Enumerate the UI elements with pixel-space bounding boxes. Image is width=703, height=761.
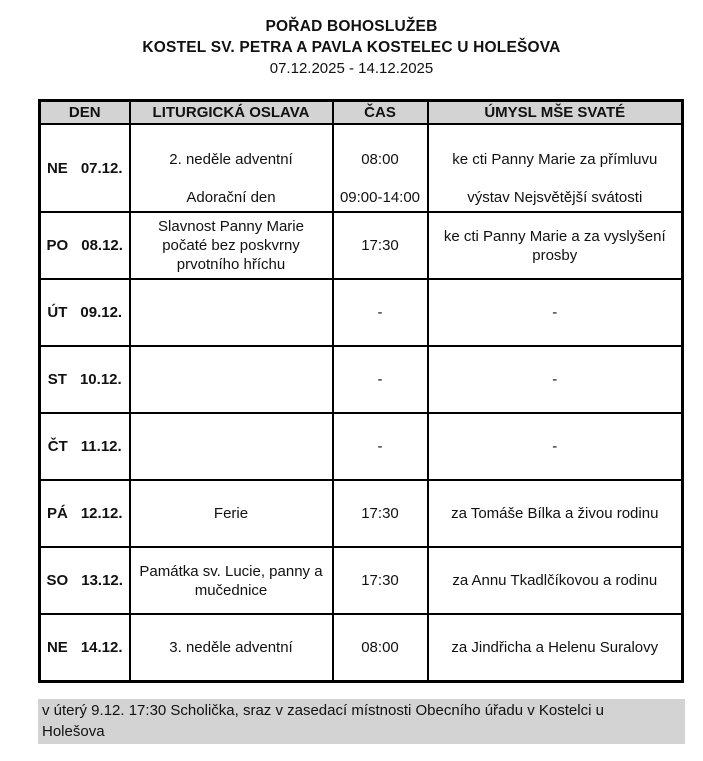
day-cell: PÁ 12.12. — [38, 479, 131, 548]
celebration-cell: Ferie — [128, 479, 334, 548]
footer-note-line: v úterý 9.12. 17:30 Scholička, sraz v za… — [42, 702, 604, 719]
intention-entry: výstav Nejsvětější svátosti — [467, 189, 643, 206]
table-row: NE 14.12. 3. neděle adventní 08:00 za Jin… — [38, 613, 684, 682]
celebration-cell — [128, 412, 334, 481]
day-date: 12.12. — [80, 505, 123, 522]
time-cell: 08:00 09:00-14:00 — [331, 123, 429, 213]
table-row: NE 07.12. 2. neděle adventní Adorační den… — [38, 123, 684, 213]
celebration-cell — [128, 345, 334, 414]
day-cell: PO 08.12. — [38, 211, 131, 280]
column-header-day: DEN — [38, 99, 131, 125]
day-date: 13.12. — [81, 572, 123, 589]
day-date: 08.12. — [81, 237, 123, 254]
intention-cell: ke cti Panny Marie a za vyslyšení prosby — [426, 211, 684, 280]
celebration-cell: Památka sv. Lucie, panny a mučednice — [128, 546, 334, 615]
celebration-cell: 2. neděle adventní Adorační den — [128, 123, 334, 213]
page-title: POŘAD BOHOSLUŽEB — [265, 18, 438, 35]
intention-cell: ke cti Panny Marie za přímluvu výstav Ne… — [426, 123, 684, 213]
column-header-intention: ÚMYSL MŠE SVATÉ — [426, 99, 684, 125]
page-subtitle: KOSTEL SV. PETRA A PAVLA KOSTELEC U HOLE… — [142, 39, 561, 56]
time-entry: 08:00 — [361, 151, 399, 168]
table-row: PO 08.12. Slavnost Panny Marie počaté bez… — [38, 211, 684, 280]
day-abbr: ÚT — [47, 304, 68, 321]
celebration-entry: 2. neděle adventní — [169, 151, 293, 168]
celebration-cell: 3. neděle adventní — [128, 613, 334, 682]
time-cell: 17:30 — [331, 211, 429, 280]
time-cell: - — [331, 278, 429, 347]
day-cell: ÚT 09.12. — [38, 278, 131, 347]
day-cell: NE 14.12. — [38, 613, 131, 682]
footer-note: v úterý 9.12. 17:30 Scholička, sraz v za… — [38, 699, 685, 744]
day-abbr: NE — [46, 159, 68, 177]
day-abbr: ST — [47, 371, 67, 388]
day-abbr: PÁ — [46, 505, 68, 522]
time-cell: 08:00 — [331, 613, 429, 682]
day-cell: NE 07.12. — [38, 123, 131, 213]
time-cell: 17:30 — [331, 546, 429, 615]
day-date: 07.12. — [80, 159, 123, 177]
document-header: POŘAD BOHOSLUŽEB KOSTEL SV. PETRA A PAVL… — [0, 16, 703, 79]
time-cell: 17:30 — [331, 479, 429, 548]
intention-cell: za Annu Tkadlčíkovou a rodinu — [426, 546, 684, 615]
day-date: 10.12. — [79, 371, 122, 388]
time-entry: 09:00-14:00 — [339, 189, 421, 206]
celebration-cell: Slavnost Panny Marie počaté bez poskvrny… — [128, 211, 334, 280]
day-abbr: SO — [46, 572, 69, 589]
day-abbr: ČT — [47, 438, 68, 455]
day-date: 09.12. — [80, 304, 123, 321]
day-cell: ST 10.12. — [38, 345, 131, 414]
table-row: ČT 11.12. - - — [38, 412, 684, 481]
date-range: 07.12.2025 - 14.12.2025 — [269, 60, 434, 77]
column-header-celebration: LITURGICKÁ OSLAVA — [128, 99, 334, 125]
day-cell: ČT 11.12. — [38, 412, 131, 481]
celebration-entry: Adorační den — [186, 189, 276, 206]
intention-cell: - — [426, 345, 684, 414]
day-abbr: PO — [46, 237, 69, 254]
intention-cell: - — [426, 278, 684, 347]
service-schedule-table: DEN LITURGICKÁ OSLAVA ČAS ÚMYSL MŠE SVAT… — [38, 99, 684, 683]
day-abbr: NE — [46, 638, 68, 656]
day-date: 11.12. — [80, 438, 122, 455]
time-cell: - — [331, 345, 429, 414]
table-row: SO 13.12. Památka sv. Lucie, panny a muče… — [38, 546, 684, 615]
intention-cell: za Tomáše Bílka a živou rodinu — [426, 479, 684, 548]
intention-cell: - — [426, 412, 684, 481]
table-row: ÚT 09.12. - - — [38, 278, 684, 347]
table-header-row: DEN LITURGICKÁ OSLAVA ČAS ÚMYSL MŠE SVAT… — [38, 99, 684, 125]
day-cell: SO 13.12. — [38, 546, 131, 615]
intention-entry: ke cti Panny Marie za přímluvu — [452, 151, 658, 168]
column-header-time: ČAS — [331, 99, 429, 125]
intention-cell: za Jindřicha a Helenu Suralovy — [426, 613, 684, 682]
footer-note-line: Holešova — [42, 723, 105, 740]
day-date: 14.12. — [80, 638, 123, 656]
celebration-cell — [128, 278, 334, 347]
table-row: ST 10.12. - - — [38, 345, 684, 414]
time-cell: - — [331, 412, 429, 481]
table-row: PÁ 12.12. Ferie 17:30 za Tomáše Bílka a ž… — [38, 479, 684, 548]
